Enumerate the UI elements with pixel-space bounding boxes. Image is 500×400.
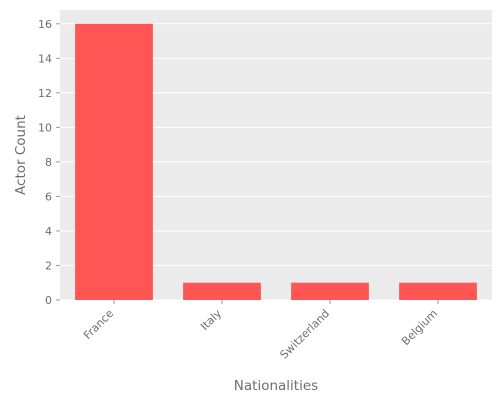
bars: [75, 23, 477, 301]
y-tick-label: 0: [45, 294, 52, 307]
y-axis-title: Actor Count: [13, 115, 29, 195]
y-axis-ticks: 0 2 4 6 8 10 12 14 16: [38, 18, 60, 307]
y-tick-label: 12: [38, 87, 52, 100]
x-axis-ticks: France Italy Switzerland Belgium: [81, 300, 440, 361]
x-tick-label: France: [81, 307, 116, 342]
bar-france: [75, 23, 153, 301]
y-tick-label: 8: [45, 156, 52, 169]
y-tick-label: 4: [45, 225, 52, 238]
y-tick-label: 2: [45, 259, 52, 272]
bar-switzerland: [291, 282, 369, 300]
x-tick-label: Switzerland: [278, 307, 333, 362]
y-tick-label: 14: [38, 52, 52, 65]
y-tick-label: 10: [38, 121, 52, 134]
y-tick-label: 6: [45, 190, 52, 203]
x-tick-label: Italy: [198, 307, 224, 333]
y-tick-label: 16: [38, 18, 52, 31]
x-axis-title: Nationalities: [234, 378, 318, 394]
bar-italy: [183, 282, 261, 300]
x-tick-label: Belgium: [399, 307, 440, 348]
bar-belgium: [399, 282, 477, 300]
